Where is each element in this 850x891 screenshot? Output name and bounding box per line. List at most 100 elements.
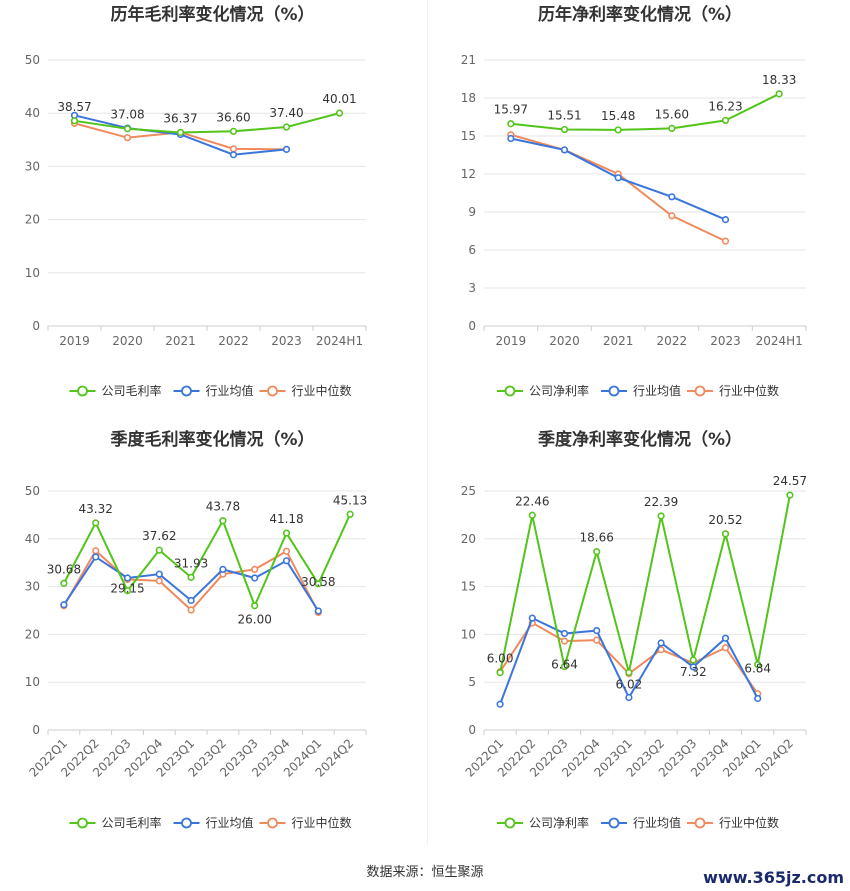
data-point-company [507,120,515,128]
data-point-company [689,656,697,664]
series-line-company [63,513,352,609]
data-point-median [593,636,601,644]
legend-swatch-marker [181,817,192,829]
legend-item-median: 行业中位数 [259,815,352,830]
legend-swatch-marker [608,817,620,829]
y-tick-label: 0 [468,319,476,333]
legend-item-avg: 行业均值 [173,815,254,830]
legend-swatch-marker [267,385,278,397]
y-tick-label: 20 [25,627,40,641]
data-point-avg [754,694,762,703]
data-point-company [123,587,132,595]
data-point-median [721,644,730,652]
chart-title: 历年毛利率变化情况（%） [110,4,314,25]
legend-swatch-marker [694,385,706,397]
x-tick-label: 2024H1 [756,334,803,348]
data-label: 16.23 [708,99,742,113]
data-label: 30.58 [301,575,335,589]
data-label: 22.46 [515,494,549,508]
y-tick-label: 9 [468,205,476,219]
y-tick-label: 15 [461,129,476,143]
data-label: 36.60 [216,110,250,124]
data-label: 43.78 [206,500,240,514]
data-point-median [187,606,195,614]
data-point-company [593,548,601,556]
data-source-note: 数据来源：恒生聚源 [366,865,484,880]
data-point-avg [614,174,622,182]
quarterly-gross-margin-chart: 季度毛利率变化情况（%） 0 10 20 30 40 50 2022Q1 2022Q2 2022Q… [0,425,425,855]
data-point-median [229,145,238,153]
legend-swatch-marker [77,385,88,397]
legend-swatch-marker [504,385,516,397]
x-tick-label: 2019 [59,334,90,348]
data-label: 6.02 [616,677,643,691]
annual-net-margin-chart: 历年净利率变化情况（%） 0 3 6 9 12 15 18 21 2019 2020 2021 2022… [430,0,850,425]
y-tick-label: 30 [25,580,40,594]
x-tick-label: 2023 [271,334,302,348]
legend-label: 行业中位数 [292,815,352,830]
data-point-median [155,577,163,585]
data-point-avg [560,146,569,154]
data-point-company [70,117,79,125]
data-point-company [187,573,195,581]
data-point-company [346,510,354,518]
x-tick-label: 2021 [603,334,634,348]
y-tick-label: 21 [461,53,476,67]
data-point-avg [528,614,536,622]
data-point-company [754,661,762,669]
data-point-company [614,126,622,134]
data-point-avg [123,574,132,582]
legend-label: 行业均值 [206,815,254,830]
legend-item-company: 公司毛利率 [69,815,162,830]
data-point-avg [593,626,601,635]
legend-item-company: 公司毛利率 [69,383,162,398]
x-tick-label: 2020 [112,334,143,348]
legend-item-avg: 行业均值 [601,383,681,398]
chart-svg: 历年净利率变化情况（%） 0 3 6 9 12 15 18 21 2019 2020 2021 2022… [461,4,807,398]
data-label: 18.66 [580,531,614,545]
data-label: 40.01 [322,92,356,106]
data-label: 24.57 [773,474,807,488]
data-label: 37.62 [142,529,176,543]
watermark: www.365jz.com [703,868,844,887]
data-point-company [155,546,163,554]
legend-item-median: 行业中位数 [259,383,352,398]
series-line-company [74,112,340,134]
data-point-avg [229,151,238,159]
data-point-avg [219,565,227,573]
data-point-avg [657,639,665,647]
y-tick-label: 0 [32,319,40,333]
y-tick-label: 20 [461,532,476,546]
data-point-company [229,127,238,135]
x-tick-label: 2020 [549,334,580,348]
data-label: 37.40 [269,106,303,120]
data-label: 6.00 [487,652,514,666]
panel-divider [427,0,428,845]
chart-title: 历年净利率变化情况（%） [538,4,742,25]
legend-item-avg: 行业均值 [601,815,681,830]
legend-label: 行业均值 [633,815,681,830]
data-point-company [282,123,291,131]
legend-label: 行业均值 [206,383,254,398]
data-label: 29.15 [110,582,144,596]
data-label: 6.84 [744,662,771,676]
chart-title: 季度毛利率变化情况（%） [110,429,314,450]
y-tick-label: 20 [25,213,40,227]
data-point-company [786,491,794,499]
legend-item-median: 行业中位数 [687,383,779,398]
data-point-avg [251,574,259,582]
y-tick-label: 25 [461,484,476,498]
data-point-avg [689,663,697,671]
legend-swatch-marker [181,385,192,397]
data-point-company [251,602,259,610]
series-line-company [510,92,780,131]
data-label: 15.97 [494,103,528,117]
legend-label: 公司净利率 [529,383,589,398]
data-point-company [335,109,344,117]
data-label: 6.64 [551,658,578,672]
y-tick-label: 6 [468,243,476,257]
legend-swatch-marker [267,817,278,829]
legend-label: 行业中位数 [719,815,779,830]
data-point-median [721,237,730,245]
data-point-company [625,668,633,677]
